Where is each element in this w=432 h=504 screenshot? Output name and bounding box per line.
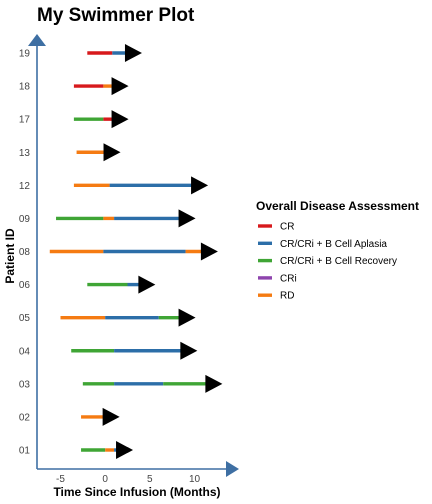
ongoing-arrow-marker — [180, 341, 198, 360]
y-tick-label: 09 — [19, 214, 31, 225]
ongoing-arrow-marker — [124, 44, 142, 62]
legend: Overall Disease Assessment CR CR/CRi + B … — [256, 199, 419, 302]
legend-entry-label: CRi — [280, 273, 297, 284]
ongoing-arrow-marker — [116, 441, 134, 459]
patient-lane — [71, 341, 198, 360]
ongoing-arrow-marker — [111, 77, 129, 96]
patient-lane — [73, 110, 129, 129]
legend-title: Overall Disease Assessment — [256, 199, 419, 213]
patient-lane — [76, 143, 121, 162]
y-tick-label: 05 — [19, 313, 31, 324]
x-tick-labels: -5 0 5 10 — [56, 474, 200, 485]
patient-lane — [87, 275, 156, 294]
ongoing-arrow-marker — [178, 308, 196, 327]
y-tick-labels: 19 18 17 13 12 09 08 06 05 04 03 02 01 — [19, 49, 31, 457]
patient-lane — [73, 176, 209, 195]
x-axis-label: Time Since Infusion (Months) — [53, 485, 220, 499]
patient-lane — [87, 44, 142, 62]
y-tick-label: 03 — [19, 379, 31, 390]
y-tick-label: 06 — [19, 280, 31, 291]
x-tick-label: 10 — [189, 474, 201, 485]
patient-lane — [81, 407, 120, 426]
ongoing-arrow-marker — [205, 374, 223, 393]
patient-lane — [73, 77, 129, 96]
y-tick-label: 17 — [19, 115, 31, 126]
x-tick-label: 5 — [147, 474, 153, 485]
patient-lane — [81, 441, 134, 459]
y-tick-label: 01 — [19, 446, 31, 457]
legend-items: CR CR/CRi + B Cell Aplasia CR/CRi + B Cell… — [258, 222, 397, 302]
ongoing-arrow-marker — [103, 143, 121, 162]
ongoing-arrow-marker — [200, 242, 218, 261]
patient-lane — [82, 374, 223, 393]
patient-lane — [56, 209, 196, 228]
ongoing-arrow-marker — [111, 110, 129, 129]
chart-title: My Swimmer Plot — [37, 5, 195, 26]
y-tick-label: 02 — [19, 412, 31, 423]
legend-entry-label: CR/CRi + B Cell Recovery — [280, 256, 397, 267]
x-axis-arrowhead — [226, 461, 239, 477]
ongoing-arrow-marker — [138, 275, 156, 294]
x-tick-label: -5 — [56, 474, 65, 485]
y-tick-label: 18 — [19, 82, 31, 93]
y-tick-label: 19 — [19, 49, 31, 60]
legend-entry-label: CR — [280, 222, 294, 233]
ongoing-arrow-marker — [102, 407, 120, 426]
ongoing-arrow-marker — [191, 176, 209, 195]
y-tick-label: 08 — [19, 247, 31, 258]
x-tick-label: 0 — [102, 474, 108, 485]
patient-lane — [49, 242, 218, 261]
y-tick-label: 12 — [19, 181, 31, 192]
ongoing-arrow-marker — [178, 209, 196, 228]
y-tick-label: 04 — [19, 346, 31, 357]
swimmer-lanes — [49, 44, 223, 459]
axes — [28, 34, 239, 477]
y-axis-label: Patient ID — [3, 228, 17, 284]
legend-entry-label: RD — [280, 291, 294, 302]
legend-entry-label: CR/CRi + B Cell Aplasia — [280, 239, 387, 250]
y-tick-label: 13 — [19, 148, 31, 159]
patient-lane — [60, 308, 196, 327]
y-axis-arrowhead — [28, 34, 46, 46]
